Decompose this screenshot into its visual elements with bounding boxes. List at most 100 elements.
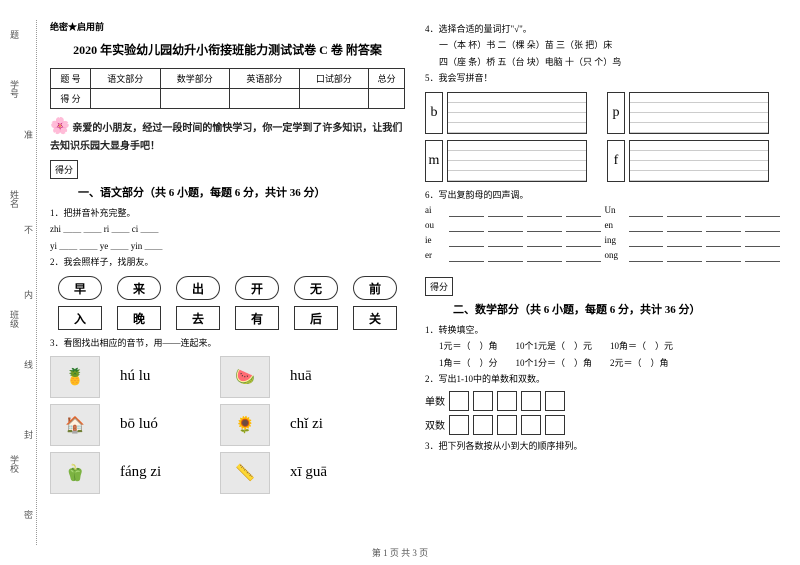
letter-box: f (607, 140, 625, 182)
blank (527, 250, 562, 262)
pinyin: fáng zi (120, 464, 220, 481)
char-row-top: 早 来 出 开 无 前 (58, 276, 397, 300)
tone-lbl: en (605, 220, 625, 232)
char-box: 入 (58, 306, 102, 330)
pinyin-grid-row: b p (425, 92, 780, 134)
num-box (449, 415, 469, 435)
tone-row: ou en (425, 220, 780, 232)
blank (667, 250, 702, 262)
blank (566, 205, 601, 217)
binding-margin: 题 学号 准 姓名 不 内 班级 线 封 学校 密 (0, 0, 48, 565)
q3: 3．看图找出相应的音节，用——连起来。 (50, 336, 405, 350)
q1-line-b: yi ＿＿ ＿＿ ye ＿＿ yin ＿＿ (50, 239, 405, 253)
char-box: 有 (235, 306, 279, 330)
num-box (473, 415, 493, 435)
blank (566, 250, 601, 262)
odd-row: 单数 (425, 391, 780, 411)
section2-heading: 二、数学部分（共 6 小题，每题 6 分，共计 36 分） (425, 301, 780, 317)
m3: 3．把下列各数按从小到大的顺序排列。 (425, 439, 780, 453)
blank (488, 250, 523, 262)
margin-label: 学校 (8, 455, 21, 473)
four-line-grid (447, 140, 587, 182)
secret-label: 绝密★启用前 (50, 20, 405, 33)
num-box (545, 391, 565, 411)
blank (488, 235, 523, 247)
td: 得 分 (51, 89, 91, 109)
pinyin-grid-row: m f (425, 140, 780, 182)
pinyin: huā (290, 368, 390, 385)
blank (527, 220, 562, 232)
match-row: 🏠 bō luó 🌻 chǐ zi (50, 404, 405, 446)
char-box: 早 (58, 276, 102, 300)
image-thumb: 🫑 (50, 452, 100, 494)
margin-label: 学号 (8, 80, 21, 98)
q1: 1．把拼音补充完整。 (50, 206, 405, 220)
blank (629, 235, 664, 247)
tone-lbl: ou (425, 220, 445, 232)
blank (706, 220, 741, 232)
margin-label: 线 (22, 360, 35, 369)
q6: 6．写出复韵母的四声调。 (425, 188, 780, 202)
page-footer: 第 1 页 共 3 页 (0, 546, 800, 559)
m2: 2．写出1-10中的单数和双数。 (425, 372, 780, 386)
odd-label: 单数 (425, 393, 445, 408)
th: 语文部分 (90, 69, 160, 89)
num-box (545, 415, 565, 435)
score-box: 得分 (425, 277, 453, 296)
tone-row: aiUn (425, 205, 780, 217)
margin-label: 准 (22, 130, 35, 139)
blank (629, 220, 664, 232)
blank (527, 205, 562, 217)
blank (449, 235, 484, 247)
td (230, 89, 300, 109)
blank (566, 220, 601, 232)
q5: 5．我会写拼音！ (425, 71, 780, 85)
image-thumb: 🏠 (50, 404, 100, 446)
num-box (521, 391, 541, 411)
image-thumb: 📏 (220, 452, 270, 494)
score-box: 得分 (50, 160, 78, 179)
margin-label: 密 (22, 510, 35, 519)
margin-label: 姓名 (8, 190, 21, 208)
paper-title: 2020 年实验幼儿园幼升小衔接班能力测试试卷 C 卷 附答案 (50, 41, 405, 58)
image-thumb: 🍉 (220, 356, 270, 398)
tip-text: 🌸 亲爱的小朋友，经过一段时间的愉快学习，你一定学到了许多知识，让我们去知识乐园… (50, 115, 405, 154)
section1-heading: 一、语文部分（共 6 小题，每题 6 分，共计 36 分） (50, 184, 405, 200)
m1b: 1角＝（ ）分 10个1分＝（ ）角 2元＝（ ）角 (425, 356, 780, 370)
pinyin: chǐ zi (290, 416, 390, 433)
pinyin: hú lu (120, 368, 220, 385)
tone-row: erong (425, 250, 780, 262)
blank (667, 220, 702, 232)
blank (488, 205, 523, 217)
even-row: 双数 (425, 415, 780, 435)
tip-body: 亲爱的小朋友，经过一段时间的愉快学习，你一定学到了许多知识，让我们去知识乐园大显… (50, 123, 402, 152)
match-row: 🫑 fáng zi 📏 xī guā (50, 452, 405, 494)
char-box: 无 (294, 276, 338, 300)
blank (629, 250, 664, 262)
left-column: 绝密★启用前 2020 年实验幼儿园幼升小衔接班能力测试试卷 C 卷 附答案 题… (50, 20, 405, 500)
q4a: 一（本 杯）书 二（棵 朵）苗 三（张 把）床 (425, 38, 780, 52)
even-label: 双数 (425, 417, 445, 432)
td (160, 89, 230, 109)
right-column: 4．选择合适的量词打"√"。 一（本 杯）书 二（棵 朵）苗 三（张 把）床 四… (425, 20, 780, 500)
blank (745, 220, 780, 232)
td (90, 89, 160, 109)
blank (449, 220, 484, 232)
th: 英语部分 (230, 69, 300, 89)
m1a: 1元＝（ ）角 10个1元是（ ）元 10角＝（ ）元 (425, 339, 780, 353)
td (369, 89, 405, 109)
char-box: 出 (176, 276, 220, 300)
blank (667, 205, 702, 217)
four-line-grid (629, 140, 769, 182)
num-box (521, 415, 541, 435)
blank (488, 220, 523, 232)
letter-box: m (425, 140, 443, 182)
blank (449, 205, 484, 217)
margin-label: 内 (22, 290, 35, 299)
pinyin: bō luó (120, 416, 220, 433)
tone-row: ieing (425, 235, 780, 247)
margin-label: 班级 (8, 310, 21, 328)
tone-lbl: Un (605, 205, 625, 217)
char-box: 去 (176, 306, 220, 330)
blank (667, 235, 702, 247)
